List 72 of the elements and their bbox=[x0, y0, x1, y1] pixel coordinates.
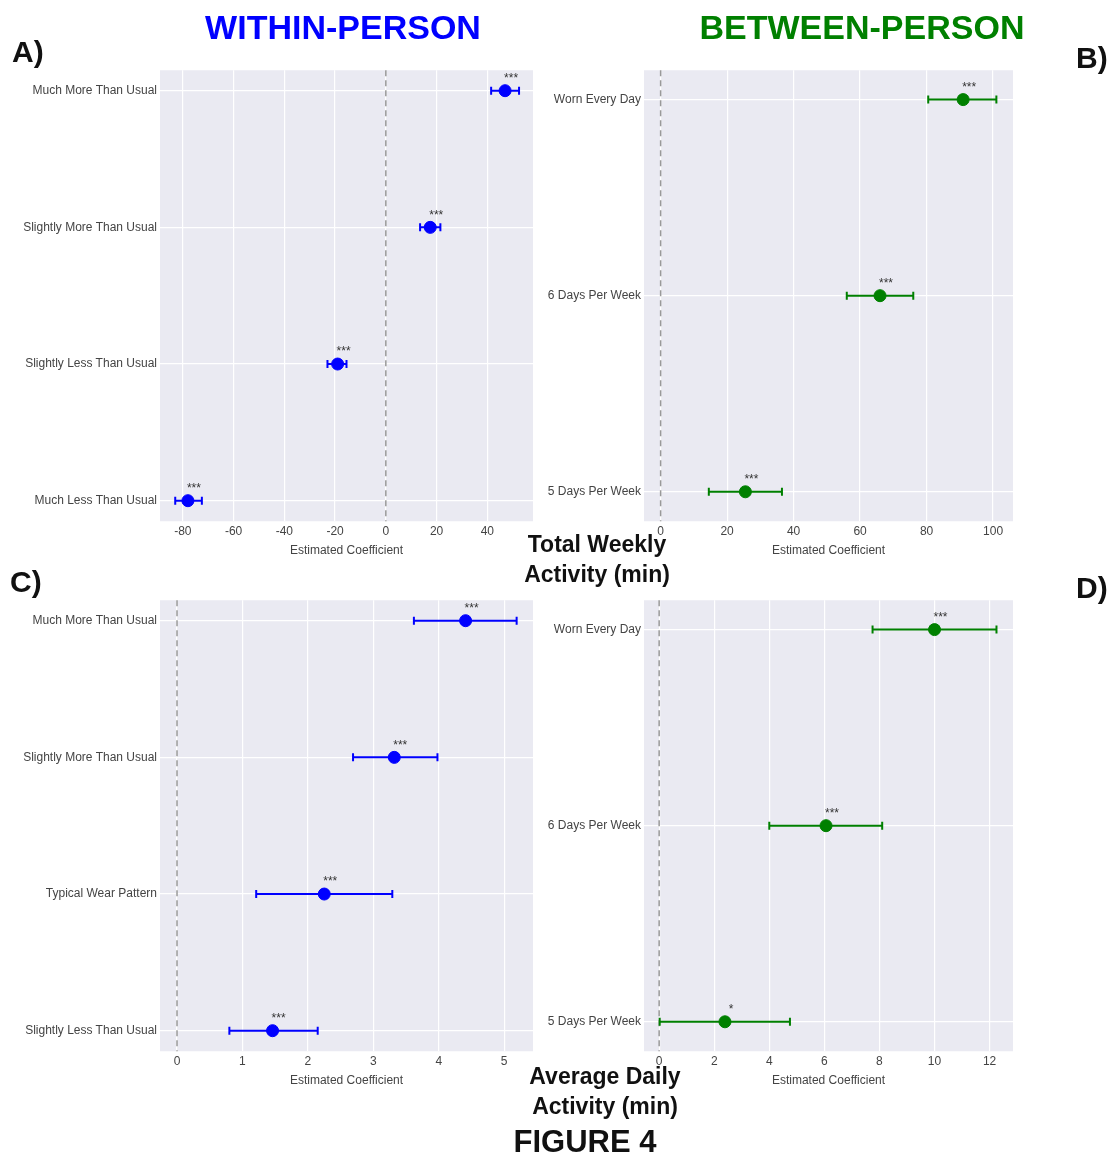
point bbox=[266, 1024, 280, 1038]
x-tick-label: 8 bbox=[876, 1053, 884, 1068]
x-tick-label: 4 bbox=[765, 1053, 773, 1068]
annotation: *** bbox=[933, 609, 948, 624]
x-tick-label: -60 bbox=[224, 523, 243, 538]
annotation: *** bbox=[464, 601, 479, 616]
x-axis-title: Estimated Coefficient bbox=[771, 543, 886, 558]
text: A) bbox=[12, 34, 45, 70]
annotation: * bbox=[728, 1002, 734, 1017]
x-axis-title: Estimated Coefficient bbox=[289, 543, 404, 558]
y-tick-label: Typical Wear Pattern bbox=[45, 886, 157, 901]
point bbox=[317, 887, 331, 901]
x-tick-label: 12 bbox=[982, 1053, 997, 1068]
y-tick-label: Much More Than Usual bbox=[32, 83, 157, 98]
annotation: *** bbox=[271, 1011, 286, 1026]
y-tick-label: Much More Than Usual bbox=[32, 613, 157, 628]
point bbox=[423, 220, 437, 234]
x-axis-title: Estimated Coefficient bbox=[289, 1073, 404, 1088]
point bbox=[459, 614, 473, 628]
annotation: *** bbox=[393, 737, 408, 752]
annotation: *** bbox=[744, 472, 759, 487]
x-tick-label: 60 bbox=[853, 523, 868, 538]
annotation: *** bbox=[879, 276, 894, 291]
annotation: *** bbox=[429, 207, 444, 222]
x-axis-title: Estimated Coefficient bbox=[771, 1073, 886, 1088]
y-tick-label: 6 Days Per Week bbox=[547, 288, 642, 303]
x-tick-label: 2 bbox=[304, 1053, 312, 1068]
x-tick-label: 3 bbox=[369, 1053, 377, 1068]
annotation: *** bbox=[962, 79, 977, 94]
text: C) bbox=[10, 564, 43, 600]
chart-title: WITHIN-PERSON bbox=[204, 8, 482, 47]
annotation: *** bbox=[336, 344, 351, 359]
y-tick-label: 5 Days Per Week bbox=[547, 484, 642, 499]
x-tick-label: -80 bbox=[174, 523, 192, 538]
text: B) bbox=[1076, 40, 1109, 76]
caption: FIGURE 4 bbox=[512, 1123, 658, 1157]
y-tick-label: Much Less Than Usual bbox=[34, 493, 157, 508]
chart-title: BETWEEN-PERSON bbox=[698, 8, 1026, 47]
x-tick-label: 20 bbox=[720, 523, 735, 538]
text: D) bbox=[1076, 570, 1109, 606]
point bbox=[331, 357, 345, 371]
point bbox=[498, 84, 512, 98]
point bbox=[387, 750, 401, 764]
x-tick-label: 5 bbox=[500, 1053, 508, 1068]
x-tick-label: 0 bbox=[657, 523, 665, 538]
x-tick-label: 40 bbox=[786, 523, 801, 538]
y-tick-label: Slightly More Than Usual bbox=[23, 219, 157, 234]
x-tick-label: 20 bbox=[429, 523, 444, 538]
x-tick-label: 1 bbox=[239, 1053, 247, 1068]
annotation: *** bbox=[504, 71, 519, 86]
point bbox=[181, 494, 195, 508]
y-tick-label: Worn Every Day bbox=[553, 621, 641, 636]
y-tick-label: Slightly Less Than Usual bbox=[25, 356, 157, 371]
x-tick-label: 10 bbox=[927, 1053, 942, 1068]
y-tick-label: 6 Days Per Week bbox=[547, 818, 642, 833]
x-tick-label: 40 bbox=[480, 523, 495, 538]
annotation: *** bbox=[825, 806, 840, 821]
x-tick-label: 6 bbox=[821, 1053, 829, 1068]
x-tick-label: -40 bbox=[275, 523, 294, 538]
annotation: *** bbox=[186, 481, 202, 496]
y-tick-label: Slightly Less Than Usual bbox=[25, 1023, 157, 1038]
y-tick-label: Worn Every Day bbox=[553, 91, 641, 106]
annotation: *** bbox=[323, 874, 338, 889]
y-tick-label: Slightly More Than Usual bbox=[23, 749, 157, 764]
x-tick-label: -20 bbox=[326, 523, 345, 538]
x-tick-label: 2 bbox=[710, 1053, 718, 1068]
y-tick-label: 5 Days Per Week bbox=[547, 1014, 642, 1029]
x-tick-label: 0 bbox=[382, 523, 390, 538]
x-tick-label: 80 bbox=[919, 523, 934, 538]
x-tick-label: 100 bbox=[983, 523, 1004, 538]
x-tick-label: 0 bbox=[173, 1053, 181, 1068]
x-tick-label: 4 bbox=[435, 1053, 443, 1068]
